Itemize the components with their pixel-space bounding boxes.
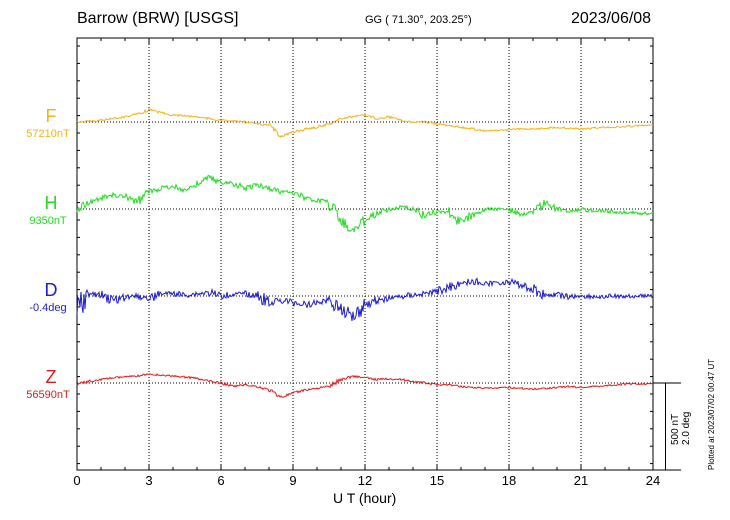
x-tick-label: 21 [573,473,589,488]
x-tick-label: 6 [217,473,225,488]
series-line-d [76,277,654,321]
series-line-f [76,107,654,139]
date-label: 2023/06/08 [571,10,652,27]
component-letter-h: H [44,193,58,213]
x-tick-label: 15 [429,473,445,488]
x-tick-label: 9 [289,473,297,488]
x-axis-ticks [76,38,654,470]
x-tick-label: 0 [73,473,81,488]
component-baseline-d: -0.4deg [29,302,67,314]
scale-deg-label: 2.0 deg [681,411,692,445]
x-axis-label: U T (hour) [333,490,397,506]
x-tick-label: 24 [645,473,661,488]
component-letter-f: F [45,106,57,126]
series-lines [76,107,654,398]
series-line-z [76,373,654,398]
component-baseline-h: 9350nT [29,215,67,227]
scale-label: 500 nT 2.0 deg [670,412,692,445]
x-tick-label: 18 [501,473,517,488]
grid-lines [148,38,582,470]
component-letter-z: Z [45,367,57,387]
station-title: Barrow (BRW) [USGS] [77,10,239,27]
scale-bar [665,383,666,470]
series-line-h [76,174,654,233]
component-baseline-z: 56590nT [26,389,70,401]
coordinates-label: GG ( 71.30°, 203.25°) [365,14,472,26]
component-baseline-f: 57210nT [26,128,70,140]
component-letter-d: D [44,280,58,300]
x-tick-label: 3 [145,473,153,488]
plotted-at-label: Plotted at 2023/07/02 00:47 UT [707,358,716,470]
scale-nt-label: 500 nT [670,413,681,445]
x-tick-label: 12 [357,473,373,488]
baseline-lines [77,121,681,471]
